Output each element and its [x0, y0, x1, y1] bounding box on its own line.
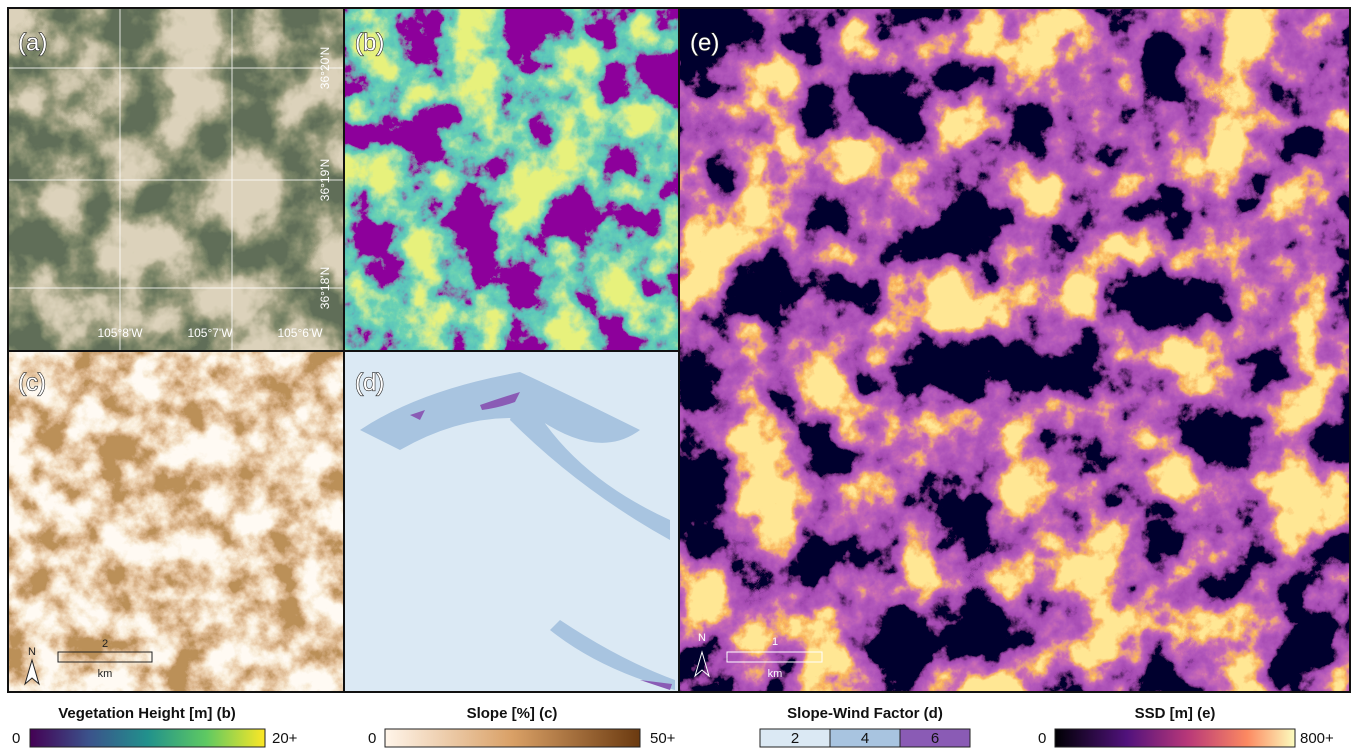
ssd-map — [680, 8, 1350, 692]
legend-title: Slope-Wind Factor (d) — [787, 705, 943, 722]
legend-max: 50+ — [650, 730, 676, 747]
legend-max: 20+ — [272, 730, 298, 747]
class-label: 2 — [791, 730, 799, 747]
panel-label: (a) — [18, 29, 47, 56]
legend-min: 0 — [12, 730, 20, 747]
legend: Vegetation Height [m] (b) 0 20+ — [12, 705, 298, 747]
longitude-label: 105°7'W — [187, 326, 233, 340]
class-label: 6 — [931, 730, 939, 747]
figure: (a) (b) (c) (d) (e) 36°20'N 36°19'N 36°1… — [0, 0, 1357, 754]
panel-label: (b) — [355, 29, 384, 56]
class-label: 4 — [861, 730, 869, 747]
vegetation-height-map — [345, 8, 678, 350]
scale-unit: km — [768, 668, 783, 680]
scale-distance: 1 — [772, 636, 778, 648]
legend-title: SSD [m] (e) — [1135, 705, 1216, 722]
satellite-image — [8, 8, 343, 350]
panel-label: (e) — [690, 29, 719, 56]
legend-title: Slope [%] (c) — [467, 705, 558, 722]
colorbar — [385, 729, 640, 747]
maps — [8, 8, 1350, 692]
panel-label: (d) — [355, 369, 384, 396]
legend-min: 0 — [368, 730, 376, 747]
slope-map — [8, 352, 343, 692]
latitude-label: 36°19'N — [318, 159, 332, 201]
legend-min: 0 — [1038, 730, 1046, 747]
scale-unit: km — [98, 668, 113, 680]
panel-label: (c) — [18, 369, 46, 396]
colorbar — [30, 729, 265, 747]
legend: SSD [m] (e) 0 800+ — [1038, 705, 1334, 747]
north-label: N — [698, 632, 706, 644]
longitude-label: 105°8'W — [97, 326, 143, 340]
legend-title: Vegetation Height [m] (b) — [58, 705, 236, 722]
scale-distance: 2 — [102, 638, 108, 650]
legend: Slope [%] (c) 0 50+ — [368, 705, 676, 747]
colorbar — [1055, 729, 1295, 747]
legend-max: 800+ — [1300, 730, 1334, 747]
north-label: N — [28, 646, 36, 658]
legend: Slope-Wind Factor (d) 2 4 6 — [760, 705, 970, 747]
longitude-label: 105°6'W — [277, 326, 323, 340]
latitude-label: 36°18'N — [318, 267, 332, 309]
latitude-label: 36°20'N — [318, 47, 332, 89]
